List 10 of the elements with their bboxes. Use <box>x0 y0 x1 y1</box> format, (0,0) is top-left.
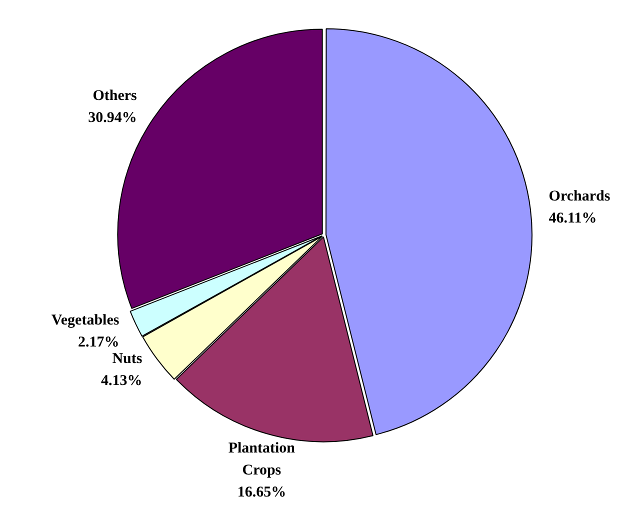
data-label: 4.13% <box>100 373 142 390</box>
data-label: 16.65% <box>237 484 286 501</box>
slice-label: Others <box>92 88 138 104</box>
data-label: 2.17% <box>78 334 120 351</box>
slice-label: Orchards <box>548 188 610 204</box>
data-label: 46.11% <box>548 210 597 226</box>
slice-label: Plantation Crops <box>228 440 296 479</box>
slice-label: Vegetables <box>51 312 120 329</box>
slice-label: Nuts <box>112 351 142 368</box>
data-label: 30.94% <box>88 110 137 126</box>
